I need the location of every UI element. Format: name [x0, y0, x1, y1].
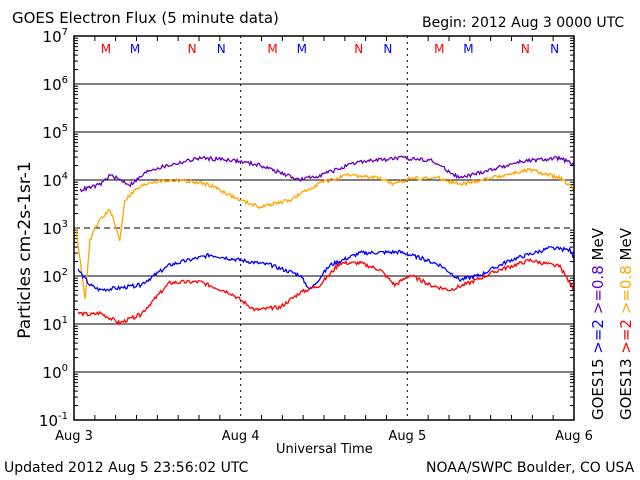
mn-marker: N: [383, 42, 392, 56]
x-axis-label: Universal Time: [276, 442, 373, 457]
mn-marker: N: [521, 42, 530, 56]
mn-marker: M: [130, 42, 140, 56]
mn-marker: N: [188, 42, 197, 56]
x-tick-label: Aug 3: [55, 429, 93, 444]
series-line: [79, 154, 575, 193]
mn-marker: N: [354, 42, 363, 56]
y-tick-label: 107: [43, 27, 68, 46]
series-line: [75, 167, 575, 299]
chart-title: GOES Electron Flux (5 minute data): [12, 9, 279, 27]
source-credit: NOAA/SWPC Boulder, CO USA: [426, 460, 635, 476]
begin-time: Begin: 2012 Aug 3 0000 UTC: [422, 15, 625, 31]
y-tick-label: 10-1: [39, 411, 68, 430]
series-line: [77, 257, 575, 326]
y-tick-label: 105: [43, 123, 68, 142]
mn-marker: M: [434, 42, 444, 56]
x-tick-label: Aug 6: [555, 429, 593, 444]
x-tick-label: Aug 5: [388, 429, 426, 444]
mn-marker: M: [463, 42, 473, 56]
series-line: [77, 246, 575, 293]
y-tick-label: 100: [43, 363, 68, 382]
y-tick-label: 104: [43, 171, 68, 190]
mn-marker: N: [550, 42, 559, 56]
y-tick-label: 106: [43, 75, 68, 94]
y-tick-label: 103: [43, 219, 68, 238]
y-tick-label: 101: [43, 315, 68, 334]
plot-frame: [73, 35, 575, 421]
mn-marker: M: [101, 42, 111, 56]
mn-marker: M: [297, 42, 307, 56]
x-tick-label: Aug 4: [222, 429, 260, 444]
y-tick-label: 102: [43, 267, 68, 286]
legend-goes15: GOES15 >=2 >=0.8 MeV: [589, 227, 607, 420]
legend-goes13: GOES13 >=2 >=0.8 MeV: [617, 227, 635, 420]
mn-marker: M: [267, 42, 277, 56]
updated-time: Updated 2012 Aug 5 23:56:02 UTC: [4, 460, 249, 476]
mn-marker: N: [217, 42, 226, 56]
